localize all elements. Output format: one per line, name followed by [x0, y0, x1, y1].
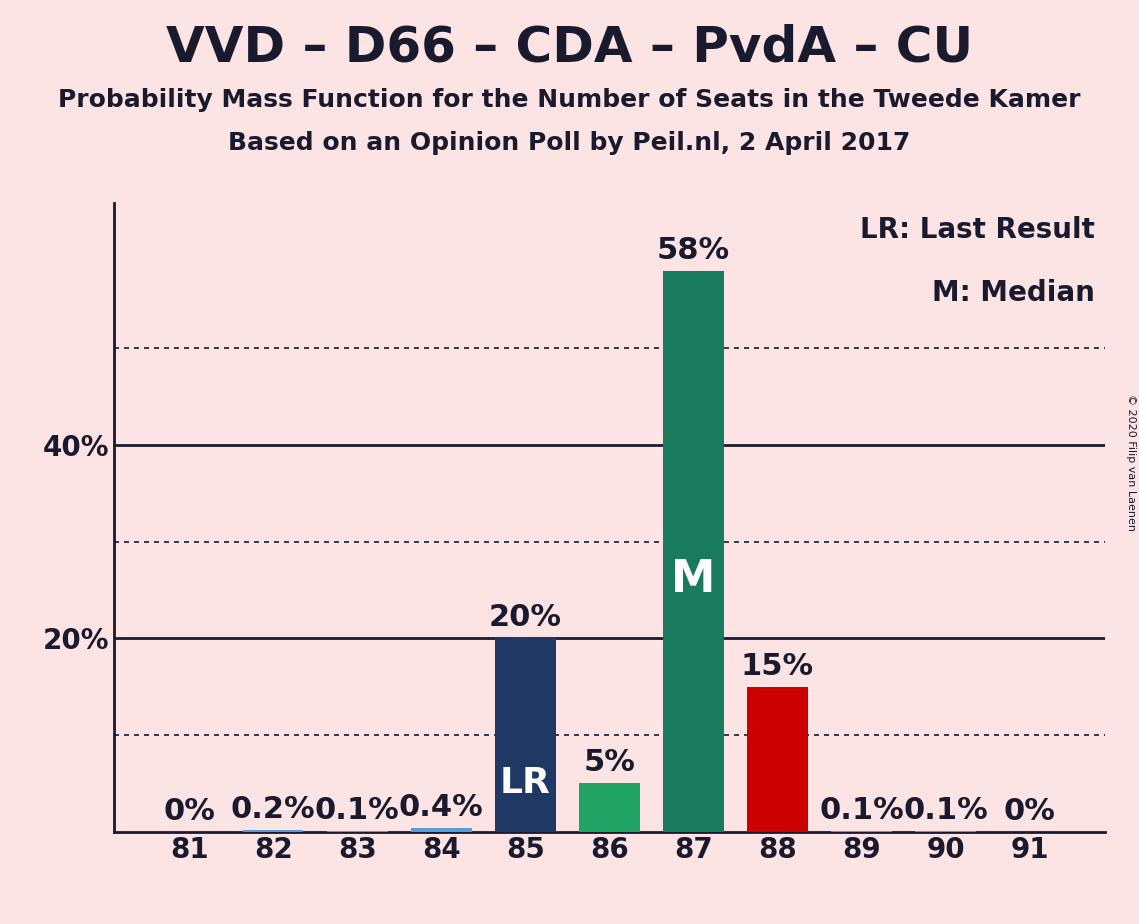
- Text: 0%: 0%: [1003, 796, 1056, 826]
- Text: 0.1%: 0.1%: [903, 796, 988, 825]
- Text: 58%: 58%: [657, 237, 730, 265]
- Text: LR: Last Result: LR: Last Result: [860, 216, 1095, 244]
- Bar: [747, 687, 808, 832]
- Bar: [411, 828, 472, 832]
- Bar: [916, 831, 976, 832]
- Text: LR: LR: [500, 766, 551, 800]
- Bar: [243, 830, 303, 832]
- Text: Based on an Opinion Poll by Peil.nl, 2 April 2017: Based on an Opinion Poll by Peil.nl, 2 A…: [228, 131, 911, 155]
- Text: 15%: 15%: [740, 651, 814, 681]
- Bar: [831, 831, 892, 832]
- Text: 20%: 20%: [489, 603, 562, 632]
- Text: M: M: [671, 558, 715, 601]
- Text: 0.1%: 0.1%: [314, 796, 400, 825]
- Bar: [495, 638, 556, 832]
- Text: 0.1%: 0.1%: [819, 796, 904, 825]
- Bar: [327, 831, 387, 832]
- Text: Probability Mass Function for the Number of Seats in the Tweede Kamer: Probability Mass Function for the Number…: [58, 88, 1081, 112]
- Text: 0.2%: 0.2%: [231, 795, 316, 824]
- Bar: [579, 784, 640, 832]
- Text: 0%: 0%: [163, 796, 215, 826]
- Text: VVD – D66 – CDA – PvdA – CU: VVD – D66 – CDA – PvdA – CU: [166, 23, 973, 71]
- Bar: [663, 271, 723, 832]
- Text: M: Median: M: Median: [932, 279, 1095, 307]
- Text: 0.4%: 0.4%: [399, 793, 484, 822]
- Text: 5%: 5%: [583, 748, 636, 777]
- Text: © 2020 Filip van Laenen: © 2020 Filip van Laenen: [1126, 394, 1136, 530]
